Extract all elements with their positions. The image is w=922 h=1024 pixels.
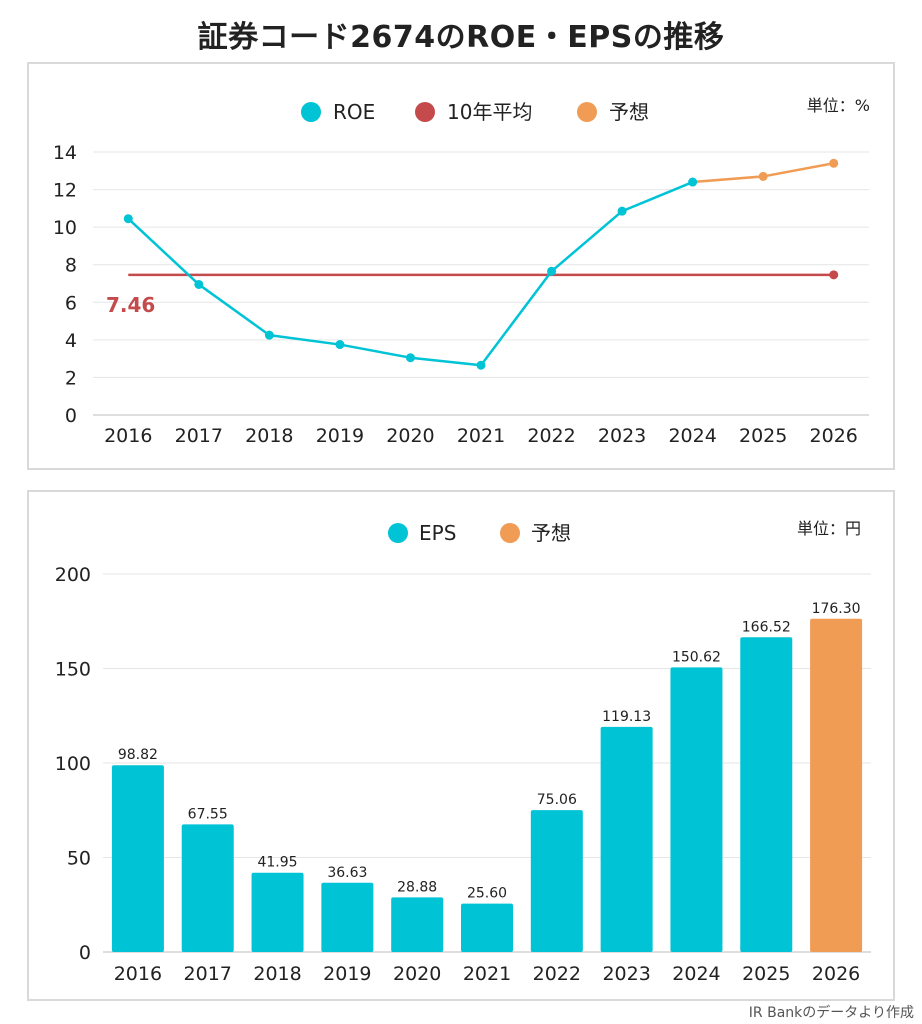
eps-bar <box>740 637 793 952</box>
eps-unit-label: 単位：円 <box>797 519 861 538</box>
eps-bar <box>391 897 444 952</box>
eps-legend-marker-0 <box>388 523 408 543</box>
eps-x-tick-label: 2016 <box>114 963 162 985</box>
roe-point <box>405 353 415 363</box>
eps-y-tick-label: 100 <box>55 753 91 775</box>
eps-legend-label-1: 予想 <box>531 521 571 545</box>
average-point <box>829 270 839 280</box>
eps-value-label: 150.62 <box>672 649 721 665</box>
roe-point <box>547 266 557 276</box>
legend-marker-2 <box>577 102 597 122</box>
eps-value-label: 67.55 <box>188 806 228 822</box>
eps-value-label: 36.63 <box>327 865 367 881</box>
eps-legend-label-0: EPS <box>419 521 456 545</box>
average-value-label: 7.46 <box>106 293 155 317</box>
roe-point <box>617 206 627 216</box>
eps-y-tick-label: 150 <box>55 659 91 681</box>
eps-y-tick-label: 50 <box>67 848 91 870</box>
legend-label-1: 10年平均 <box>447 100 532 124</box>
x-tick-label: 2017 <box>175 425 223 447</box>
roe-point <box>476 360 486 370</box>
y-tick-label: 14 <box>53 142 77 164</box>
x-tick-label: 2021 <box>457 425 505 447</box>
eps-value-label: 166.52 <box>742 619 791 635</box>
x-tick-label: 2022 <box>527 425 575 447</box>
y-tick-label: 2 <box>65 367 77 389</box>
roe-point <box>335 340 345 350</box>
roe-chart: ROE 10年平均 予想 単位：% 0 2 4 6 8 10 12 14 2016 2017 2018 201… <box>53 96 870 447</box>
eps-bar <box>181 824 234 952</box>
eps-chart-panel: EPS 予想 単位：円 0 50 100 150 200 98.82 2016 67.55 2017 4… <box>27 490 895 1001</box>
roe-point <box>194 279 204 289</box>
y-tick-label: 8 <box>65 255 77 277</box>
x-tick-label: 2020 <box>386 425 434 447</box>
eps-value-label: 75.06 <box>537 792 577 808</box>
eps-x-tick-label: 2017 <box>184 963 232 985</box>
eps-value-label: 28.88 <box>397 879 437 895</box>
forecast-point <box>758 171 768 181</box>
y-tick-label: 4 <box>65 330 77 352</box>
legend-marker-0 <box>301 102 321 122</box>
eps-x-tick-label: 2022 <box>533 963 581 985</box>
eps-value-label: 41.95 <box>257 855 297 871</box>
page-title: 証券コード2674のROE・EPSの推移 <box>197 20 725 55</box>
roe-point <box>264 330 274 340</box>
eps-x-tick-label: 2026 <box>812 963 860 985</box>
roe-point <box>123 214 133 224</box>
legend-label-2: 予想 <box>609 100 649 124</box>
x-tick-label: 2019 <box>316 425 364 447</box>
x-tick-label: 2018 <box>245 425 293 447</box>
eps-bar <box>111 765 164 952</box>
eps-y-tick-label: 0 <box>79 942 91 964</box>
eps-legend-marker-1 <box>500 523 520 543</box>
x-tick-label: 2026 <box>810 425 858 447</box>
x-tick-label: 2024 <box>668 425 716 447</box>
eps-bar <box>670 667 723 952</box>
eps-value-label: 176.30 <box>812 601 861 617</box>
eps-x-tick-label: 2023 <box>602 963 650 985</box>
unit-label: 単位：% <box>807 96 870 115</box>
y-tick-label: 10 <box>53 217 77 239</box>
eps-bar <box>251 872 304 952</box>
roe-point <box>688 177 698 187</box>
legend-label-0: ROE <box>333 100 375 124</box>
y-tick-label: 12 <box>53 180 77 202</box>
legend-marker-1 <box>415 102 435 122</box>
y-tick-label: 6 <box>65 292 77 314</box>
eps-value-label: 98.82 <box>118 747 158 763</box>
eps-x-tick-label: 2019 <box>323 963 371 985</box>
eps-y-tick-label: 200 <box>55 564 91 586</box>
eps-bar <box>321 882 374 952</box>
forecast-point <box>829 158 839 168</box>
eps-x-tick-label: 2021 <box>463 963 511 985</box>
eps-value-label: 119.13 <box>602 709 651 725</box>
x-tick-label: 2016 <box>104 425 152 447</box>
eps-bar <box>810 618 863 952</box>
eps-bar <box>461 903 513 952</box>
x-tick-label: 2025 <box>739 425 787 447</box>
x-tick-label: 2023 <box>598 425 646 447</box>
eps-x-tick-label: 2025 <box>742 963 790 985</box>
eps-value-label: 25.60 <box>467 886 507 902</box>
roe-chart-panel: ROE 10年平均 予想 単位：% 0 2 4 6 8 10 12 14 2016 2017 2018 201… <box>27 62 895 470</box>
eps-bar <box>530 810 583 952</box>
eps-x-tick-label: 2024 <box>672 963 720 985</box>
eps-x-tick-label: 2020 <box>393 963 441 985</box>
y-tick-label: 0 <box>65 405 77 427</box>
eps-bar <box>600 726 653 952</box>
footer-credit: IR Bankのデータより作成 <box>748 1005 914 1021</box>
eps-x-tick-label: 2018 <box>253 963 301 985</box>
eps-chart: EPS 予想 単位：円 0 50 100 150 200 98.82 2016 67.55 2017 4… <box>55 519 871 985</box>
